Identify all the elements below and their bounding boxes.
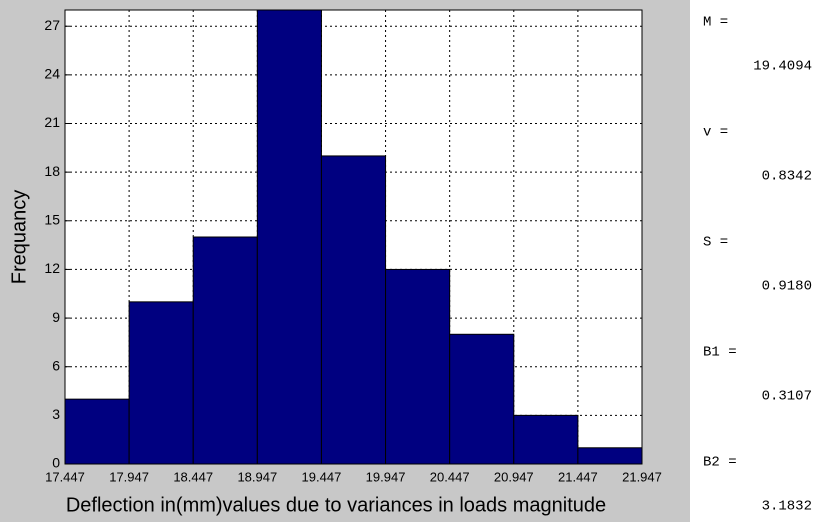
y-tick-label: 15 — [44, 211, 60, 227]
y-tick-label: 21 — [44, 114, 60, 130]
y-tick-label: 3 — [52, 406, 60, 422]
y-tick-label: 6 — [52, 357, 60, 373]
stat-label: v = — [703, 125, 728, 141]
bar — [128, 301, 194, 465]
bar — [192, 236, 258, 465]
x-tick-label: 17.947 — [109, 469, 149, 484]
y-axis-label: Frequancy — [8, 190, 30, 285]
stat-value: 19.4094 — [753, 59, 812, 75]
y-tick-label: 18 — [44, 163, 60, 179]
y-tick-label: 12 — [44, 260, 60, 276]
x-tick-label: 19.447 — [302, 469, 342, 484]
x-tick-label: 18.947 — [237, 469, 277, 484]
bar — [320, 155, 387, 465]
stat-label: S = — [703, 235, 728, 251]
y-tick-label: 0 — [52, 455, 60, 471]
x-tick-label: 21.447 — [558, 469, 598, 484]
x-axis-label: Deflection in(mm)values due to variances… — [66, 494, 606, 516]
stat-value: 0.8342 — [762, 169, 812, 185]
y-tick-label: 27 — [44, 17, 60, 33]
bar — [64, 398, 130, 465]
x-tick-label: 21.947 — [622, 469, 662, 484]
stat-value: 3.1832 — [762, 499, 812, 515]
stat-label: M = — [703, 15, 728, 31]
bar — [513, 414, 579, 465]
plot-frame — [64, 9, 643, 465]
bar — [385, 268, 451, 465]
y-tick-label: 9 — [52, 309, 60, 325]
y-tick-label: 24 — [44, 66, 60, 82]
stat-label: B2 = — [703, 455, 737, 471]
bar — [256, 9, 322, 465]
bar — [449, 333, 515, 465]
bar — [577, 447, 643, 465]
stat-label: B1 = — [703, 345, 737, 361]
x-tick-label: 18.447 — [173, 469, 213, 484]
stat-value: 0.3107 — [762, 389, 812, 405]
x-tick-label: 17.447 — [45, 469, 85, 484]
stat-value: 0.9180 — [762, 279, 812, 295]
x-tick-label: 20.447 — [430, 469, 470, 484]
x-tick-label: 20.947 — [494, 469, 534, 484]
x-tick-label: 19.947 — [366, 469, 406, 484]
